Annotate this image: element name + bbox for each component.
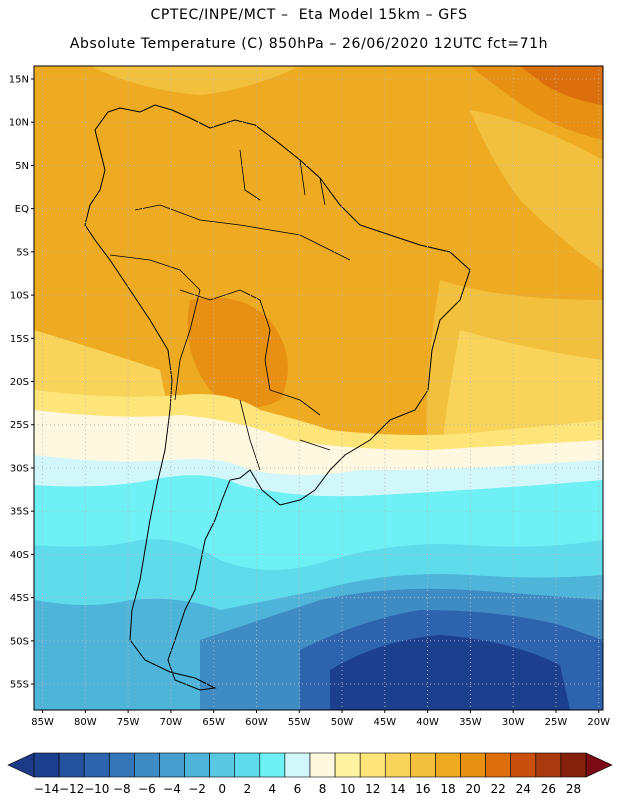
colorbar-swatch (384, 752, 411, 778)
colorbar-label: 0 (218, 782, 226, 796)
lon-label: 75W (117, 717, 140, 728)
colorbar-swatch (284, 752, 311, 778)
colorbar-swatch (33, 752, 60, 778)
field-warm-north (90, 66, 300, 95)
colorbar-label: −12 (59, 782, 84, 796)
colorbar-swatch (234, 752, 261, 778)
colorbar-label: −2 (188, 782, 206, 796)
lat-label: 20S (10, 377, 29, 388)
field-warm-ne (470, 110, 603, 270)
map-title-line2: Absolute Temperature (C) 850hPa – 26/06/… (69, 36, 549, 52)
lat-label: 5S (16, 247, 29, 258)
colorbar-swatch (309, 752, 336, 778)
colorbar-swatch (58, 752, 85, 778)
colorbar-swatch (184, 752, 210, 778)
colorbar-label: 12 (365, 782, 380, 796)
colorbar-label: 28 (566, 782, 581, 796)
colorbar-low-arrow (7, 752, 35, 778)
colorbar-label: −14 (34, 782, 59, 796)
colorbar-label: 6 (294, 782, 302, 796)
colorbar-swatch (259, 752, 286, 778)
gridlines (34, 66, 603, 710)
lat-label: 50S (10, 636, 29, 647)
field-band-neg14 (330, 635, 570, 710)
latitude-labels: 15N 10N 5N EQ 5S 10S 15S 20S 25S 30S 35S 40S 45S 50S 5… (9, 74, 34, 691)
colorbar-label: 10 (340, 782, 355, 796)
map-title-line1: CPTEC/INPE/MCT – Eta Model 15km – GFS (150, 7, 468, 23)
lat-label: 15N (9, 74, 29, 85)
south-america-outline (84, 104, 471, 691)
colorbar-swatch (359, 752, 386, 778)
colorbar-label: 16 (415, 782, 430, 796)
lon-label: 65W (202, 717, 225, 728)
colorbar-label: −4 (163, 782, 181, 796)
lon-label: 70W (160, 717, 183, 728)
colorbar-label: 20 (465, 782, 480, 796)
colorbar-swatch (510, 752, 537, 778)
colorbar-swatch (159, 752, 185, 778)
colorbar-swatch (535, 752, 562, 778)
lon-label: 80W (74, 717, 97, 728)
lon-label: 55W (288, 717, 311, 728)
lon-label: 25W (545, 717, 568, 728)
lon-label: 45W (373, 717, 396, 728)
colorbar-swatch (108, 752, 135, 778)
colorbar-label: 22 (491, 782, 506, 796)
lat-label: 40S (10, 550, 29, 561)
lon-label: 35W (459, 717, 482, 728)
lat-label: 10S (10, 291, 29, 302)
temperature-field (34, 66, 603, 710)
colorbar-swatch (485, 752, 512, 778)
lon-label: 20W (587, 717, 610, 728)
colorbar-label: 18 (440, 782, 455, 796)
lat-label: 10N (9, 118, 29, 129)
lat-label: 5N (15, 161, 29, 172)
lat-label: 30S (10, 463, 29, 474)
colorbar-label: −6 (138, 782, 156, 796)
colorbar-label: −10 (84, 782, 109, 796)
colorbar: −14 −12 −10 −8 −6 −4 −2 0 2 4 6 8 10 12 14 16 18 20 22 24 26… (7, 752, 613, 796)
lat-label: 15S (10, 334, 29, 345)
longitude-labels: 85W 80W 75W 70W 65W 60W 55W 50W 45W 40W 35W 30W 25W 2… (31, 710, 610, 728)
lat-label: EQ (15, 204, 29, 215)
colorbar-swatch (83, 752, 110, 778)
colorbar-label: 2 (243, 782, 251, 796)
colorbar-swatch (410, 752, 436, 778)
lon-label: 60W (245, 717, 268, 728)
lon-label: 30W (502, 717, 525, 728)
colorbar-swatch (134, 752, 160, 778)
colorbar-swatch (435, 752, 461, 778)
map-frame (33, 65, 604, 711)
colorbar-swatch (209, 752, 236, 778)
colorbar-label: 24 (516, 782, 531, 796)
colorbar-swatch (560, 752, 587, 778)
colorbar-label: 4 (269, 782, 277, 796)
lat-label: 25S (10, 420, 29, 431)
field-hottest (520, 66, 603, 105)
colorbar-label: −8 (113, 782, 131, 796)
colorbar-label: 8 (319, 782, 327, 796)
colorbar-label: 14 (390, 782, 405, 796)
colorbar-swatch (460, 752, 486, 778)
field-interior-hot (187, 297, 288, 408)
lat-label: 55S (10, 680, 29, 691)
lat-label: 45S (10, 593, 29, 604)
lon-label: 40W (416, 717, 439, 728)
lon-label: 50W (331, 717, 354, 728)
lon-label: 85W (31, 717, 54, 728)
colorbar-high-arrow (585, 752, 613, 778)
colorbar-swatch (334, 752, 361, 778)
colorbar-label: 26 (541, 782, 556, 796)
lat-label: 35S (10, 507, 29, 518)
